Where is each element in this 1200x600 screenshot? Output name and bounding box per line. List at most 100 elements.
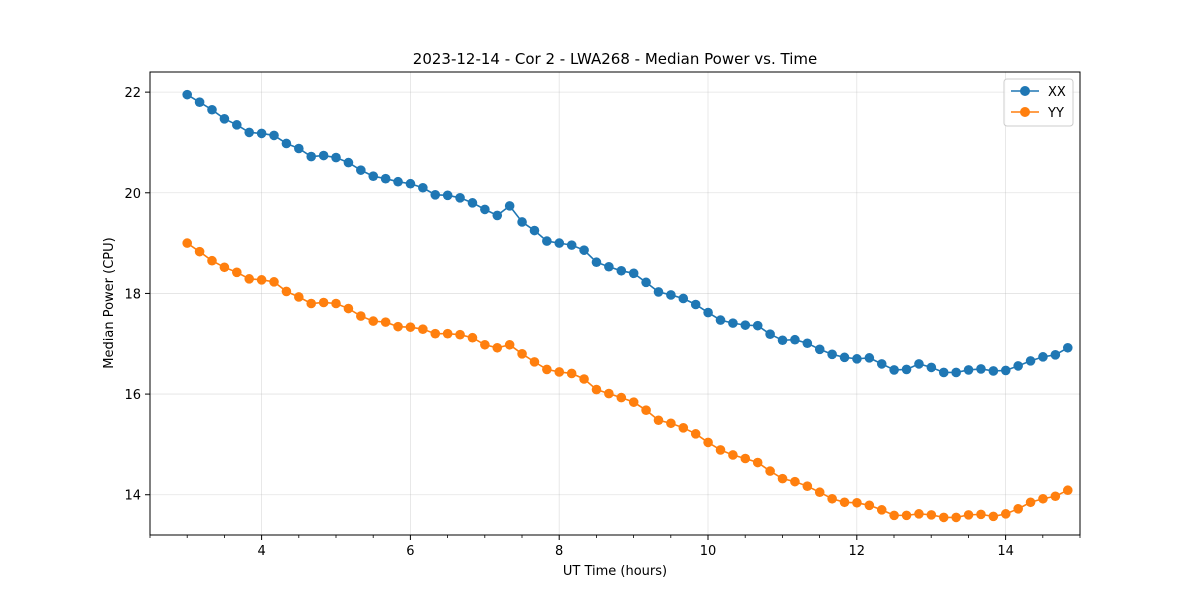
data-point-yy	[1062, 485, 1073, 496]
data-point-yy	[542, 364, 552, 375]
data-point-xx	[232, 120, 242, 130]
data-point-yy	[343, 303, 354, 314]
data-point-xx	[852, 354, 862, 364]
data-point-xx	[430, 190, 441, 200]
data-point-xx	[889, 365, 899, 375]
data-point-yy	[914, 509, 924, 519]
tick-layer: 4 6 8 10 12 14 14 16 18 20 22	[124, 86, 1081, 559]
data-point-yy	[405, 322, 416, 332]
data-point-yy	[1025, 497, 1036, 508]
data-point-yy	[232, 267, 242, 278]
data-point-yy	[864, 500, 875, 511]
data-point-xx	[504, 201, 515, 211]
data-point-yy	[368, 316, 379, 326]
data-point-yy	[938, 512, 949, 523]
data-point-xx	[480, 204, 490, 215]
data-point-xx	[814, 344, 825, 355]
data-point-yy	[591, 384, 602, 395]
data-point-xx	[244, 127, 255, 138]
data-point-yy	[988, 511, 999, 522]
data-point-xx	[715, 315, 726, 325]
data-point-xx	[380, 173, 391, 184]
data-point-xx	[269, 130, 279, 141]
data-point-xx	[542, 236, 552, 246]
data-point-xx	[1025, 356, 1036, 366]
data-point-xx	[765, 329, 775, 340]
data-point-xx	[318, 150, 329, 161]
legend-label-xx: XX	[1048, 85, 1066, 100]
data-point-xx	[418, 182, 428, 193]
data-point-xx	[628, 268, 639, 279]
data-point-yy	[393, 321, 403, 332]
data-point-yy	[294, 292, 304, 302]
data-point-yy	[269, 277, 279, 287]
data-point-xx	[901, 364, 912, 375]
data-point-yy	[715, 445, 726, 455]
legend-label-yy: YY	[1047, 106, 1064, 121]
data-point-yy	[703, 437, 713, 448]
data-point-yy	[182, 238, 192, 248]
data-point-yy	[207, 255, 217, 266]
data-point-yy	[790, 476, 800, 487]
data-point-yy	[492, 342, 503, 353]
data-point-yy	[976, 509, 986, 520]
data-point-xx	[616, 265, 627, 276]
data-point-yy	[1038, 493, 1048, 504]
data-point-xx	[752, 320, 763, 331]
data-point-yy	[889, 510, 899, 521]
y-tick-label: 16	[124, 388, 141, 403]
data-point-xx	[802, 338, 813, 349]
data-point-yy	[876, 505, 887, 515]
data-point-yy	[802, 481, 813, 491]
data-point-xx	[517, 217, 527, 227]
data-point-yy	[244, 274, 255, 284]
data-point-xx	[566, 240, 577, 250]
data-point-yy	[827, 493, 837, 504]
data-point-yy	[963, 510, 974, 520]
data-point-xx	[294, 143, 304, 154]
data-point-xx	[219, 114, 230, 124]
data-point-xx	[554, 238, 565, 248]
data-point-xx	[864, 353, 875, 363]
data-point-yy	[604, 388, 614, 399]
data-point-xx	[963, 365, 974, 375]
data-point-xx	[356, 165, 366, 175]
data-point-xx	[467, 198, 478, 208]
data-point-xx	[666, 290, 676, 300]
data-point-yy	[777, 473, 788, 484]
data-point-xx	[306, 151, 317, 162]
data-point-yy	[653, 415, 664, 426]
data-point-yy	[678, 423, 689, 433]
data-point-yy	[666, 418, 676, 429]
data-point-yy	[641, 405, 651, 415]
data-point-xx	[1000, 365, 1011, 376]
data-point-yy	[765, 466, 775, 476]
data-point-xx	[641, 277, 651, 288]
data-point-yy	[951, 512, 961, 523]
data-point-yy	[814, 487, 825, 498]
data-point-yy	[1000, 509, 1011, 519]
data-point-xx	[1038, 352, 1048, 362]
series-layer	[182, 89, 1073, 523]
data-point-yy	[926, 510, 937, 520]
data-point-xx	[678, 293, 689, 304]
data-point-yy	[194, 246, 205, 257]
data-point-yy	[219, 262, 230, 273]
data-point-yy	[318, 297, 329, 308]
data-point-yy	[356, 311, 366, 321]
data-point-xx	[914, 359, 924, 369]
data-point-yy	[306, 298, 317, 309]
data-point-yy	[616, 392, 627, 403]
data-point-xx	[1013, 361, 1023, 371]
y-axis-label: Median Power (CPU)	[102, 237, 117, 368]
data-point-yy	[628, 397, 639, 407]
data-point-xx	[405, 178, 416, 189]
data-point-yy	[901, 510, 912, 521]
data-point-yy	[554, 367, 565, 377]
grid-layer	[150, 72, 1080, 535]
data-point-xx	[492, 210, 503, 221]
y-tick-label: 20	[124, 187, 141, 202]
data-point-xx	[256, 128, 267, 139]
data-point-xx	[442, 190, 453, 201]
data-point-yy	[728, 450, 738, 460]
